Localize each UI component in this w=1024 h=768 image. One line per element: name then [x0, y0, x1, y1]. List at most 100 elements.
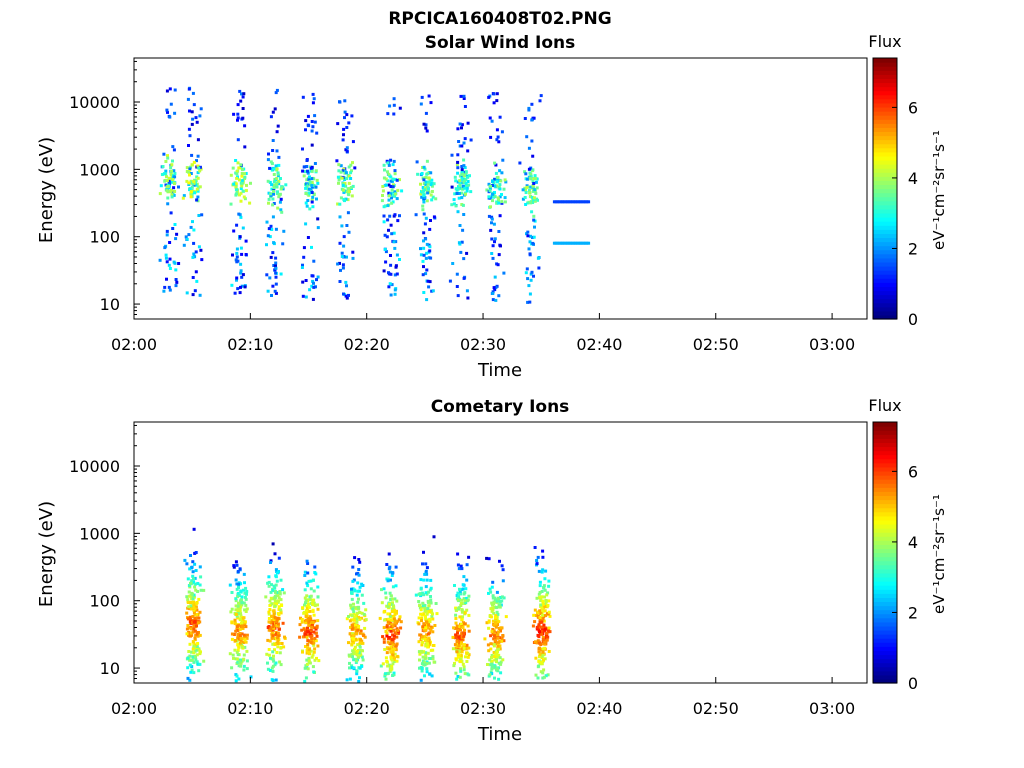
- spectrogram-cell: [301, 95, 305, 99]
- spectrogram-cell: [310, 634, 314, 637]
- spectrogram-cell: [350, 634, 354, 638]
- spectrogram-cell: [274, 264, 277, 268]
- spectrogram-cell: [490, 662, 494, 666]
- spectrogram-cell: [419, 102, 423, 106]
- spectrogram-cell: [192, 593, 196, 597]
- spectrogram-cell: [269, 224, 273, 228]
- spectrogram-cell: [350, 666, 354, 670]
- spectrogram-cell: [340, 176, 344, 180]
- spectrogram-cell: [488, 116, 492, 120]
- spectrogram-cell: [160, 173, 164, 176]
- spectrogram-cell: [460, 608, 464, 612]
- colorbar-swatch: [873, 106, 897, 112]
- spectrogram-cell: [462, 180, 466, 184]
- spectrogram-cell: [386, 605, 390, 609]
- spectrogram-cell: [268, 604, 272, 607]
- spectrogram-cell: [275, 185, 279, 189]
- spectrogram-cell: [580, 241, 584, 245]
- spectrogram-cell: [434, 602, 438, 605]
- spectrogram-cell: [188, 663, 192, 667]
- spectrogram-cell: [497, 198, 500, 202]
- spectrogram-cell: [459, 642, 463, 646]
- colorbar-swatch: [873, 576, 897, 582]
- spectrogram-cell: [500, 130, 504, 134]
- colorbar-swatch: [873, 666, 897, 672]
- spectrogram-cell: [194, 551, 198, 554]
- spectrogram-cell: [239, 215, 243, 219]
- spectrogram-cell: [276, 622, 280, 626]
- spectrogram-cell: [195, 198, 199, 202]
- colorbar-swatch: [873, 139, 897, 145]
- spectrogram-cell: [352, 650, 356, 654]
- spectrogram-cell: [424, 569, 428, 573]
- spectrogram-cell: [534, 177, 538, 181]
- spectrogram-cell: [388, 614, 392, 618]
- spectrogram-cell: [459, 94, 463, 98]
- spectrogram-cell: [390, 283, 394, 287]
- spectrogram-cell: [495, 667, 499, 671]
- spectrogram-cell: [389, 668, 393, 672]
- spectrogram-cell: [489, 647, 493, 651]
- spectrogram-cell: [192, 627, 196, 631]
- spectrogram-cell: [529, 278, 533, 282]
- spectrogram-cell: [187, 181, 191, 185]
- spectrogram-cell: [419, 586, 423, 590]
- spectrogram-cell: [236, 112, 240, 116]
- x-tick-label: 03:00: [809, 335, 855, 354]
- spectrogram-cell: [277, 613, 281, 617]
- spectrogram-cell: [390, 196, 393, 200]
- colorbar-swatch: [873, 131, 897, 137]
- spectrogram-cell: [427, 180, 431, 184]
- spectrogram-cell: [266, 234, 270, 238]
- spectrogram-cell: [270, 621, 274, 625]
- spectrogram-cell: [234, 597, 238, 601]
- spectrogram-cell: [542, 619, 546, 623]
- spectrogram-cell: [531, 154, 535, 158]
- spectrogram-cell: [306, 123, 310, 127]
- spectrogram-cell: [357, 624, 361, 628]
- spectrogram-cell: [338, 100, 341, 104]
- spectrogram-cell: [391, 674, 395, 677]
- y-axis-label: Energy (eV): [36, 501, 57, 607]
- spectrogram-cell: [429, 586, 433, 590]
- colorbar-swatch: [873, 86, 897, 92]
- spectrogram-cell: [316, 644, 320, 648]
- spectrogram-cell: [525, 185, 529, 189]
- spectrogram-cell: [235, 587, 239, 591]
- spectrogram-cell: [521, 197, 525, 201]
- spectrogram-cell: [362, 601, 366, 605]
- spectrogram-cell: [277, 607, 281, 611]
- spectrogram-cell: [202, 659, 206, 663]
- spectrogram-cell: [424, 111, 428, 115]
- spectrogram-cell: [191, 640, 195, 644]
- spectrogram-cell: [230, 632, 234, 636]
- spectrogram-cell: [239, 658, 242, 662]
- spectrogram-cell: [274, 227, 278, 231]
- spectrogram-cell: [499, 671, 503, 675]
- spectrogram-cell: [420, 172, 424, 175]
- spectrogram-cell: [422, 578, 426, 582]
- spectrogram-cell: [236, 604, 240, 608]
- spectrogram-cell: [392, 634, 396, 638]
- spectrogram-cell: [311, 205, 315, 209]
- spectrogram-cell: [281, 242, 285, 246]
- spectrogram-cell: [189, 195, 193, 199]
- spectrogram-cell: [499, 596, 503, 599]
- spectrogram-cell: [304, 201, 308, 205]
- spectrogram-cell: [582, 241, 586, 245]
- spectrogram-cell: [304, 222, 308, 226]
- spectrogram-cell: [357, 597, 360, 601]
- spectrogram-cell: [528, 240, 532, 244]
- spectrogram-cell: [487, 195, 491, 199]
- colorbar-tick-label: 2: [908, 603, 918, 622]
- spectrogram-cell: [346, 211, 350, 215]
- spectrogram-cell: [428, 245, 432, 249]
- spectrogram-cell: [493, 634, 496, 638]
- spectrogram-cell: [228, 652, 232, 656]
- colorbar-swatch: [873, 184, 897, 190]
- spectrogram-cell: [538, 591, 542, 594]
- spectrogram-cell: [451, 635, 455, 639]
- spectrogram-cell: [422, 593, 425, 597]
- colorbar-swatch: [873, 528, 897, 533]
- spectrogram-cell: [311, 598, 315, 602]
